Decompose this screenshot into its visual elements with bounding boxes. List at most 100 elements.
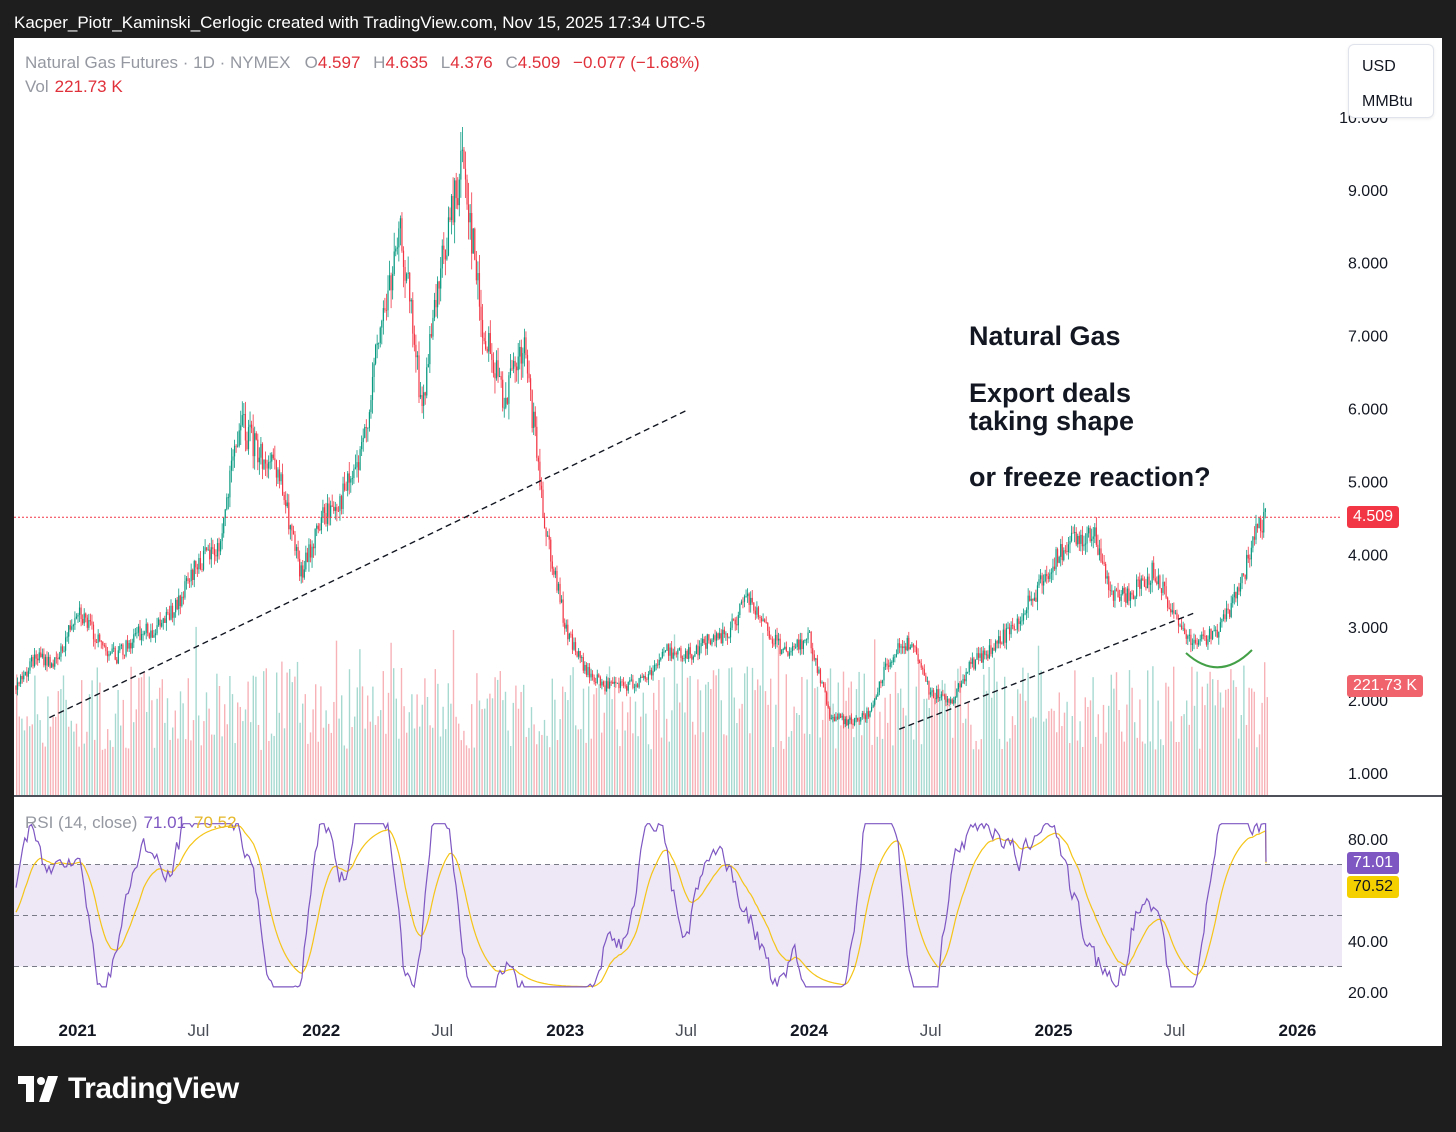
volume-bar — [959, 666, 962, 795]
volume-bar — [161, 679, 163, 795]
candle-body — [669, 647, 671, 656]
candle-body — [1064, 550, 1066, 552]
volume-bar — [1136, 737, 1138, 795]
candle-body — [426, 367, 428, 396]
candle-body — [269, 461, 271, 463]
candle-body — [923, 669, 925, 676]
volume-bar — [884, 697, 886, 795]
candle-body — [674, 652, 676, 654]
candle-body — [171, 605, 174, 618]
volume-bar — [1126, 704, 1128, 795]
volume-bar — [499, 671, 501, 795]
volume-bar — [359, 649, 361, 795]
candle-body — [1253, 536, 1256, 540]
volume-bar — [1043, 721, 1045, 795]
volume-bar — [307, 743, 309, 795]
rsi-label[interactable]: RSI (14, close) — [25, 813, 138, 832]
volume-bar — [606, 674, 608, 795]
volume-bar — [705, 684, 707, 795]
volume-bar — [593, 694, 595, 795]
candle-body — [956, 688, 958, 697]
chart-frame[interactable]: 1.000 2.000 3.000 4.000 5.000 6.000 7.000 8.000… — [14, 38, 1442, 1046]
candle-body — [765, 622, 767, 624]
volume-bar — [569, 675, 572, 795]
volume-bar — [790, 731, 793, 795]
candle-body — [1221, 618, 1223, 623]
volume-bar — [346, 748, 348, 795]
candle-body — [605, 681, 608, 692]
candle-body — [678, 648, 680, 650]
candle-body — [1148, 576, 1150, 585]
volume-bar — [993, 657, 995, 795]
volume-bar — [439, 736, 442, 795]
volume-bar — [983, 674, 985, 795]
candle-body — [78, 607, 81, 615]
volume-bar — [530, 707, 533, 795]
candle-body — [1131, 592, 1133, 595]
volume-bar — [954, 680, 956, 795]
volume-bar — [1100, 743, 1102, 795]
volume-bar — [458, 723, 460, 795]
candle-body — [325, 513, 327, 524]
candle-body — [731, 618, 733, 628]
candle-body — [58, 656, 60, 660]
candle-body — [316, 525, 318, 529]
candle-body — [593, 677, 595, 682]
volume-bar — [333, 701, 335, 795]
time-axis-label: 2026 — [1278, 1021, 1316, 1040]
candle-body — [1091, 538, 1093, 541]
volume-bar — [871, 744, 873, 795]
volume-label[interactable]: Vol — [25, 77, 49, 96]
candle-body — [822, 682, 825, 688]
candle-body — [623, 682, 625, 686]
candle-body — [508, 375, 510, 404]
volume-bar — [276, 672, 278, 795]
volume-bar — [1266, 697, 1268, 795]
volume-bar — [603, 712, 605, 795]
currency-label[interactable]: USD — [1362, 58, 1396, 75]
candle-body — [89, 620, 91, 622]
candle-body — [272, 454, 274, 459]
candle-body — [751, 597, 753, 603]
volume-bar — [445, 729, 447, 795]
candle-body — [46, 656, 48, 666]
candle-body — [1066, 550, 1068, 553]
volume-bar — [255, 676, 257, 795]
candle-body — [779, 638, 781, 655]
volume-bar — [567, 700, 569, 795]
chart-canvas[interactable]: 1.000 2.000 3.000 4.000 5.000 6.000 7.000 8.000… — [14, 38, 1442, 1046]
candle-body — [838, 713, 840, 719]
candle-body — [1097, 544, 1099, 555]
candle-body — [55, 657, 57, 659]
tradingview-logo[interactable]: TradingView — [18, 1072, 239, 1106]
candle-body — [371, 377, 374, 401]
candle-body — [503, 407, 505, 409]
candle-body — [68, 625, 70, 637]
candle-body — [861, 713, 863, 718]
candle-body — [1244, 574, 1246, 579]
volume-bar — [429, 725, 431, 795]
volume-bar — [980, 739, 982, 795]
candle-body — [920, 663, 922, 668]
candle-body — [984, 650, 986, 655]
symbol-title[interactable]: Natural Gas Futures · 1D · NYMEX — [25, 53, 291, 72]
candle-body — [953, 699, 955, 704]
volume-bar — [772, 747, 774, 795]
volume-bar — [554, 699, 556, 795]
annotation-line-4: or freeze reaction? — [969, 462, 1211, 492]
candle-body — [144, 632, 146, 634]
candle-body — [151, 630, 153, 638]
volume-bar — [798, 714, 800, 795]
candle-body — [764, 619, 766, 623]
candle-body — [588, 667, 591, 678]
candle-body — [1182, 628, 1184, 630]
candle-body — [1230, 603, 1232, 617]
volume-bar — [393, 668, 395, 795]
time-axis-label: Jul — [675, 1021, 697, 1040]
candle-body — [1185, 634, 1187, 639]
candle-body — [900, 646, 902, 648]
unit-label[interactable]: MMBtu — [1362, 93, 1413, 110]
candle-body — [365, 427, 367, 429]
volume-bar — [827, 678, 829, 795]
currency-unit-selector[interactable]: USD MMBtu — [1348, 44, 1434, 118]
